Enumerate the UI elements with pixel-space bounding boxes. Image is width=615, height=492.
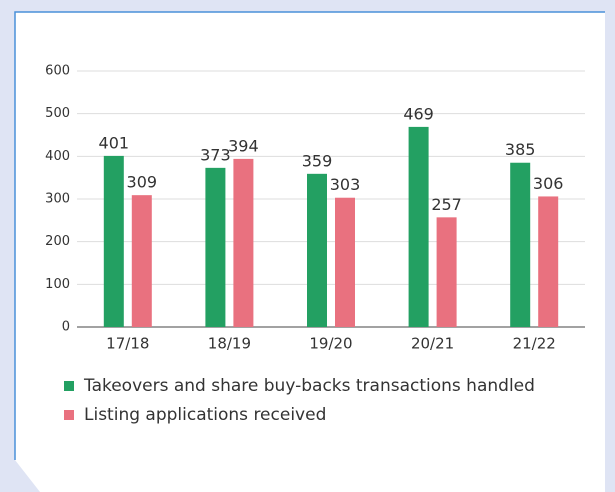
value-label: 373 bbox=[200, 145, 231, 164]
bar bbox=[335, 197, 355, 327]
x-tick-label: 17/18 bbox=[106, 335, 149, 353]
y-tick-label: 100 bbox=[45, 277, 70, 292]
y-tick-label: 500 bbox=[45, 106, 70, 121]
bar bbox=[131, 195, 152, 327]
x-tick-label: 21/22 bbox=[513, 335, 556, 353]
bar bbox=[436, 217, 457, 327]
value-label: 394 bbox=[228, 136, 259, 155]
legend-swatch bbox=[64, 410, 74, 420]
x-tick-label: 19/20 bbox=[309, 335, 352, 353]
legend-label: Listing applications received bbox=[84, 405, 326, 425]
card-border bbox=[14, 11, 605, 460]
value-label: 303 bbox=[330, 175, 361, 194]
bar bbox=[233, 158, 254, 327]
legend-label: Takeovers and share buy-backs transactio… bbox=[83, 376, 535, 396]
bar bbox=[205, 167, 226, 327]
y-tick-label: 600 bbox=[45, 64, 70, 79]
bar bbox=[538, 196, 559, 327]
bar bbox=[408, 126, 429, 327]
value-label: 401 bbox=[99, 133, 130, 152]
x-tick-label: 20/21 bbox=[411, 335, 454, 353]
y-tick-label: 400 bbox=[45, 149, 70, 164]
value-label: 359 bbox=[302, 151, 333, 170]
y-tick-label: 200 bbox=[45, 234, 70, 249]
x-tick-label: 18/19 bbox=[208, 335, 251, 353]
bar bbox=[510, 162, 531, 327]
value-label: 385 bbox=[505, 140, 536, 159]
bar bbox=[103, 155, 124, 327]
bar bbox=[307, 173, 327, 327]
value-label: 306 bbox=[533, 174, 564, 193]
value-label: 309 bbox=[127, 173, 158, 192]
value-label: 469 bbox=[403, 104, 434, 123]
value-label: 257 bbox=[431, 195, 462, 214]
legend-swatch bbox=[64, 381, 74, 391]
y-tick-label: 300 bbox=[45, 192, 70, 207]
y-tick-label: 0 bbox=[62, 320, 70, 335]
